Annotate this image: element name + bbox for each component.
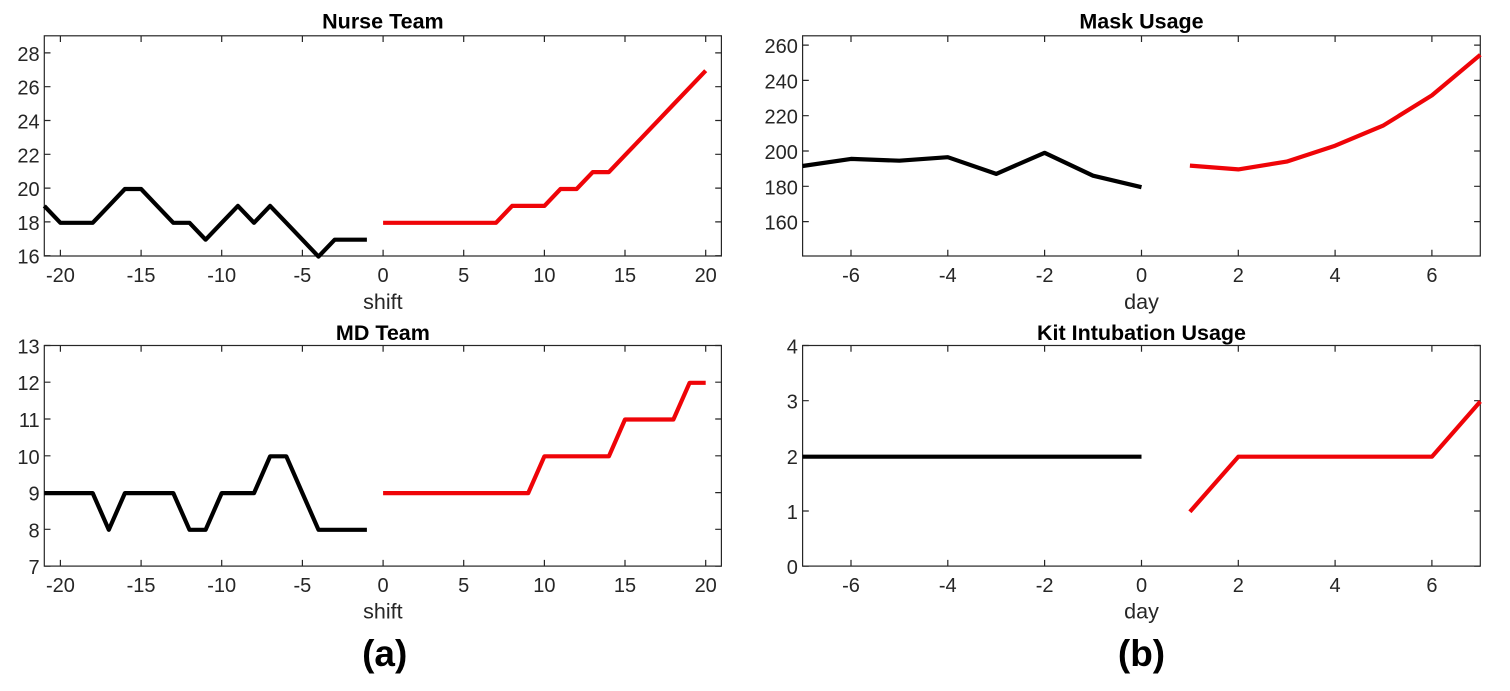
svg-text:Kit Intubation Usage: Kit Intubation Usage (1037, 321, 1246, 345)
svg-text:4: 4 (1330, 575, 1341, 597)
svg-text:shift: shift (363, 290, 402, 314)
svg-text:220: 220 (765, 107, 798, 129)
svg-text:20: 20 (695, 575, 717, 597)
svg-text:15: 15 (614, 265, 636, 287)
svg-text:(b): (b) (1118, 633, 1165, 674)
svg-text:4: 4 (1330, 265, 1341, 287)
svg-text:160: 160 (765, 213, 798, 235)
svg-text:18: 18 (17, 213, 39, 235)
svg-text:2: 2 (1233, 265, 1244, 287)
svg-text:12: 12 (17, 373, 39, 395)
svg-text:-6: -6 (842, 265, 860, 287)
svg-text:20: 20 (695, 265, 717, 287)
svg-text:-5: -5 (294, 575, 312, 597)
svg-text:2: 2 (787, 447, 798, 469)
svg-text:240: 240 (765, 71, 798, 93)
svg-text:5: 5 (458, 575, 469, 597)
svg-text:11: 11 (19, 410, 40, 432)
svg-text:10: 10 (17, 447, 39, 469)
svg-text:Mask Usage: Mask Usage (1079, 10, 1203, 34)
svg-text:5: 5 (458, 265, 469, 287)
svg-text:day: day (1124, 290, 1159, 314)
svg-text:9: 9 (28, 484, 39, 506)
svg-text:260: 260 (765, 36, 798, 58)
svg-text:180: 180 (765, 177, 798, 199)
svg-text:-4: -4 (939, 575, 957, 597)
svg-text:8: 8 (28, 520, 39, 542)
svg-text:0: 0 (787, 557, 798, 579)
svg-text:0: 0 (1136, 575, 1147, 597)
svg-text:-4: -4 (939, 265, 957, 287)
svg-text:-5: -5 (294, 265, 312, 287)
svg-text:24: 24 (17, 112, 39, 134)
svg-text:-15: -15 (127, 575, 156, 597)
svg-text:-20: -20 (46, 575, 75, 597)
svg-text:(a): (a) (362, 633, 407, 674)
svg-text:0: 0 (378, 265, 389, 287)
svg-text:7: 7 (28, 557, 39, 579)
svg-text:Nurse Team: Nurse Team (322, 10, 443, 34)
svg-text:day: day (1124, 600, 1159, 624)
svg-text:-10: -10 (207, 575, 236, 597)
svg-text:28: 28 (17, 44, 39, 66)
svg-text:200: 200 (765, 142, 798, 164)
svg-text:shift: shift (363, 600, 402, 624)
svg-text:26: 26 (17, 78, 39, 100)
svg-text:22: 22 (17, 145, 39, 167)
svg-text:-2: -2 (1036, 575, 1054, 597)
svg-text:0: 0 (1136, 265, 1147, 287)
svg-text:10: 10 (533, 575, 555, 597)
svg-text:15: 15 (614, 575, 636, 597)
svg-text:6: 6 (1426, 265, 1437, 287)
svg-text:6: 6 (1426, 575, 1437, 597)
svg-text:-10: -10 (207, 265, 236, 287)
svg-text:13: 13 (17, 337, 39, 359)
svg-text:-6: -6 (842, 575, 860, 597)
svg-text:-2: -2 (1036, 265, 1054, 287)
svg-text:0: 0 (378, 575, 389, 597)
svg-text:16: 16 (17, 247, 39, 269)
svg-text:2: 2 (1233, 575, 1244, 597)
svg-text:10: 10 (533, 265, 555, 287)
svg-text:20: 20 (17, 179, 39, 201)
svg-text:1: 1 (787, 502, 798, 524)
svg-text:MD Team: MD Team (336, 321, 430, 345)
svg-text:3: 3 (787, 392, 798, 414)
svg-text:-20: -20 (46, 265, 75, 287)
svg-text:-15: -15 (127, 265, 156, 287)
svg-text:4: 4 (787, 337, 798, 359)
